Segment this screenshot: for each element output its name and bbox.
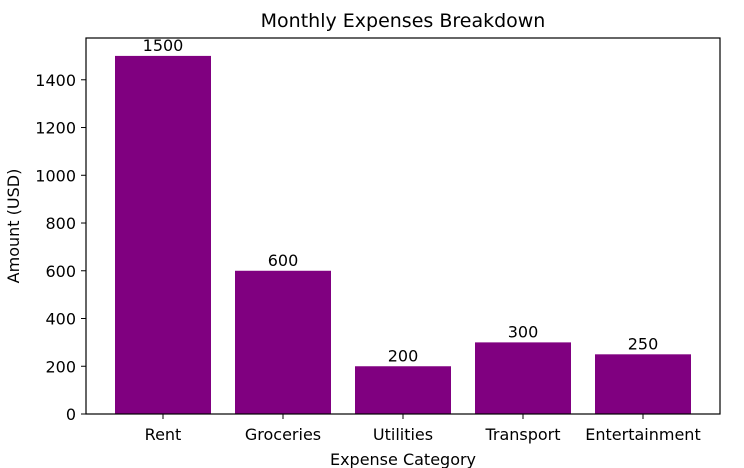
- data-label: 200: [388, 346, 419, 365]
- chart-title: Monthly Expenses Breakdown: [261, 10, 546, 32]
- bar-series: 1500 600 200 300 250: [115, 36, 691, 415]
- x-tick-label: Groceries: [245, 425, 321, 444]
- plot-frame: [85, 37, 721, 415]
- x-axis: Rent Groceries Utilities Transport Entertain…: [145, 414, 701, 444]
- y-tick-label: 800: [45, 214, 76, 233]
- y-tick-label: 0: [66, 405, 76, 424]
- bar: [595, 354, 691, 414]
- data-label: 250: [628, 334, 659, 353]
- data-label: 300: [508, 322, 539, 341]
- y-tick-label: 1000: [35, 166, 76, 185]
- y-tick-label: 1200: [35, 119, 76, 138]
- data-label: 600: [268, 251, 299, 270]
- y-axis-label: Amount (USD): [4, 169, 23, 284]
- x-tick-label: Transport: [484, 425, 560, 444]
- x-tick-label: Entertainment: [585, 425, 700, 444]
- y-tick-label: 200: [45, 357, 76, 376]
- bar: [235, 270, 331, 414]
- data-label: 1500: [143, 36, 184, 55]
- y-tick-label: 1400: [35, 71, 76, 90]
- y-tick-label: 400: [45, 310, 76, 329]
- x-axis-label: Expense Category: [330, 450, 476, 468]
- x-tick-label: Utilities: [373, 425, 433, 444]
- y-tick-label: 600: [45, 262, 76, 281]
- bar: [475, 342, 571, 414]
- y-axis: 0 200 400 600 800 1000 1200 1400: [35, 71, 86, 424]
- bar: [355, 366, 451, 414]
- x-tick-label: Rent: [145, 425, 182, 444]
- bar: [115, 55, 211, 415]
